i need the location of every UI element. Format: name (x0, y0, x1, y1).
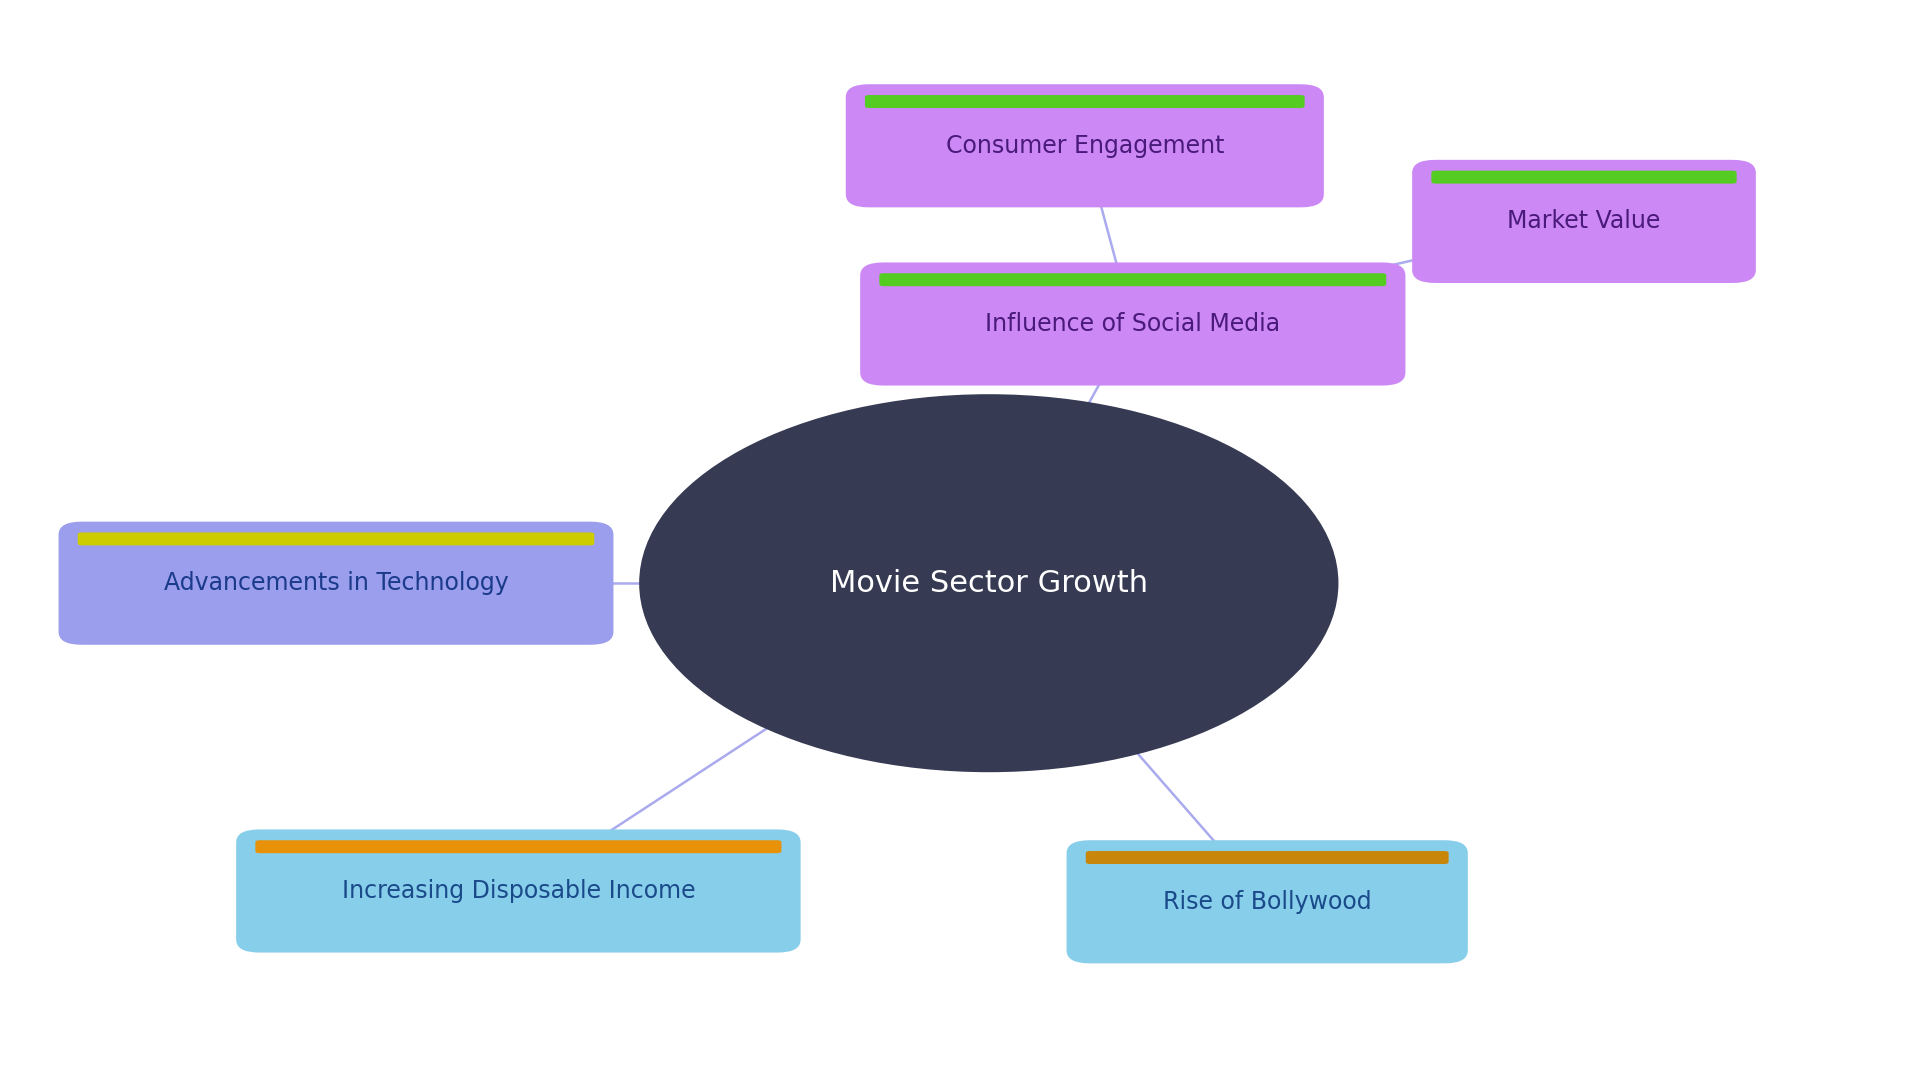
FancyBboxPatch shape (864, 95, 1304, 108)
Text: Consumer Engagement: Consumer Engagement (945, 134, 1225, 158)
FancyBboxPatch shape (1430, 171, 1736, 184)
Text: Movie Sector Growth: Movie Sector Growth (829, 569, 1148, 597)
FancyBboxPatch shape (58, 522, 614, 645)
Text: Increasing Disposable Income: Increasing Disposable Income (342, 879, 695, 903)
FancyBboxPatch shape (860, 262, 1405, 386)
FancyBboxPatch shape (77, 532, 595, 545)
FancyBboxPatch shape (1068, 840, 1467, 963)
Text: Rise of Bollywood: Rise of Bollywood (1164, 890, 1371, 914)
Text: Market Value: Market Value (1507, 210, 1661, 233)
FancyBboxPatch shape (845, 84, 1325, 207)
FancyBboxPatch shape (1411, 160, 1755, 283)
FancyBboxPatch shape (236, 829, 801, 953)
FancyBboxPatch shape (1087, 851, 1448, 864)
Text: Influence of Social Media: Influence of Social Media (985, 312, 1281, 336)
Ellipse shape (639, 394, 1338, 772)
FancyBboxPatch shape (879, 273, 1386, 286)
FancyBboxPatch shape (255, 840, 781, 853)
Text: Advancements in Technology: Advancements in Technology (163, 571, 509, 595)
